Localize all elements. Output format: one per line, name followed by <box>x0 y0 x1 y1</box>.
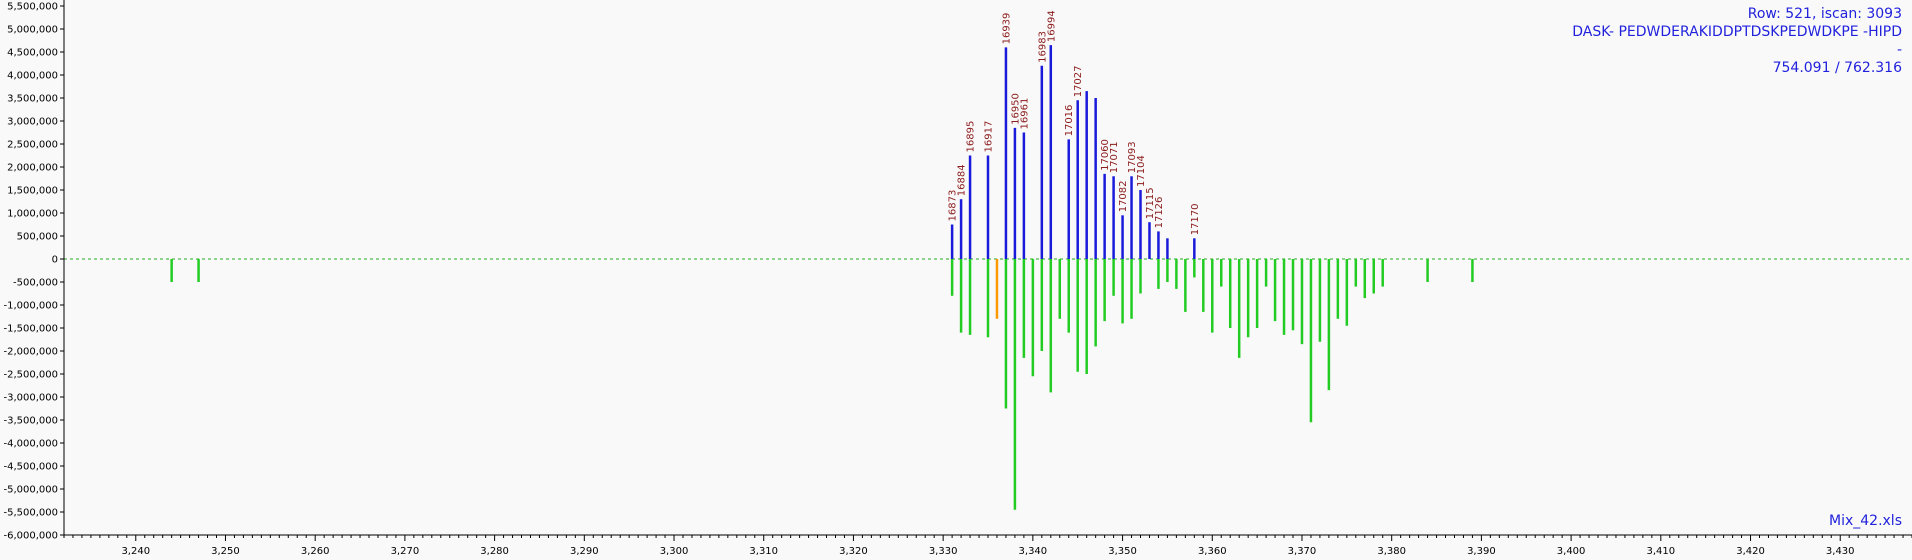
peak-label: 17016 <box>1064 105 1075 137</box>
y-tick-label: -2,500,000 <box>3 370 58 381</box>
peak-label: 17071 <box>1109 141 1120 173</box>
peak-label: 16939 <box>1001 13 1012 45</box>
peak-label: 16961 <box>1019 98 1030 130</box>
peak-label: 16884 <box>957 164 968 196</box>
bar-series <box>170 45 1474 510</box>
y-tick-label: 1,000,000 <box>7 209 58 220</box>
y-tick-label: -4,500,000 <box>3 462 58 473</box>
y-tick-label: 5,000,000 <box>7 25 58 36</box>
y-tick-label: -3,000,000 <box>3 393 58 404</box>
y-axis: 5,500,000 5,000,000 4,500,000 4,000,000 3,50… <box>3 2 64 542</box>
y-tick-label: -4,000,000 <box>3 439 58 450</box>
peak-label: 17126 <box>1154 197 1165 229</box>
x-tick-label: 3,340 <box>1019 546 1048 557</box>
x-tick-label: 3,260 <box>301 546 330 557</box>
peak-label: 17104 <box>1136 155 1147 187</box>
x-tick-label: 3,300 <box>660 546 689 557</box>
peak-label: 17060 <box>1100 139 1111 171</box>
peak-label: 17027 <box>1073 65 1084 97</box>
x-tick-label: 3,250 <box>211 546 240 557</box>
x-tick-label: 3,280 <box>480 546 509 557</box>
y-tick-label: 2,000,000 <box>7 163 58 174</box>
x-tick-label: 3,430 <box>1826 546 1855 557</box>
x-tick-label: 3,400 <box>1557 546 1586 557</box>
y-tick-label: 1,500,000 <box>7 186 58 197</box>
x-tick-label: 3,360 <box>1198 546 1227 557</box>
x-tick-label: 3,350 <box>1108 546 1137 557</box>
x-tick-label: 3,290 <box>570 546 599 557</box>
x-tick-label: 3,390 <box>1467 546 1496 557</box>
y-tick-label: -5,000,000 <box>3 485 58 496</box>
peak-label: 17082 <box>1118 180 1129 212</box>
dash-info: - <box>1896 42 1902 58</box>
x-tick-label: 3,330 <box>929 546 958 557</box>
peak-label: 17170 <box>1190 203 1201 235</box>
y-tick-label: 3,000,000 <box>7 117 58 128</box>
y-tick-label: -1,000,000 <box>3 301 58 312</box>
y-tick-label: -5,500,000 <box>3 508 58 519</box>
sequence-info: DASK- PEDWDERAKIDDPTDSKPEDWDKPE -HIPD <box>1572 24 1902 40</box>
peak-label: 16895 <box>966 121 977 153</box>
peak-label: 17093 <box>1127 141 1138 173</box>
file-name: Mix_42.xls <box>1829 513 1902 529</box>
x-tick-label: 3,420 <box>1736 546 1765 557</box>
y-tick-label: 4,500,000 <box>7 48 58 59</box>
peak-label: 16917 <box>984 121 995 153</box>
y-tick-label: -1,500,000 <box>3 324 58 335</box>
y-tick-label: 5,500,000 <box>7 2 58 13</box>
x-tick-label: 3,320 <box>839 546 868 557</box>
y-tick-label: -2,000,000 <box>3 347 58 358</box>
peak-label: 16983 <box>1037 31 1048 63</box>
y-tick-label: 4,000,000 <box>7 71 58 82</box>
y-tick-label: 500,000 <box>17 232 58 243</box>
row-scan-info: Row: 521, iscan: 3093 <box>1747 6 1902 22</box>
y-tick-label: 2,500,000 <box>7 140 58 151</box>
y-tick-label: -3,500,000 <box>3 416 58 427</box>
x-tick-label: 3,240 <box>121 546 150 557</box>
peak-label: 17115 <box>1145 187 1156 219</box>
x-tick-label: 3,310 <box>749 546 778 557</box>
x-axis: 3,240 3,250 3,260 3,270 3,280 3,290 3,300 3,310… <box>63 535 1912 557</box>
mz-info: 754.091 / 762.316 <box>1772 60 1902 76</box>
y-tick-label: 0 <box>52 255 58 266</box>
peak-label: 16994 <box>1046 10 1057 42</box>
y-tick-label: -500,000 <box>13 278 58 289</box>
y-tick-label: 3,500,000 <box>7 94 58 105</box>
x-tick-label: 3,370 <box>1288 546 1317 557</box>
y-tick-label: -6,000,000 <box>3 531 58 542</box>
x-tick-label: 3,380 <box>1377 546 1406 557</box>
peak-label: 16873 <box>948 190 959 222</box>
x-tick-label: 3,410 <box>1646 546 1675 557</box>
x-tick-label: 3,270 <box>391 546 420 557</box>
peak-label: 16950 <box>1010 93 1021 125</box>
